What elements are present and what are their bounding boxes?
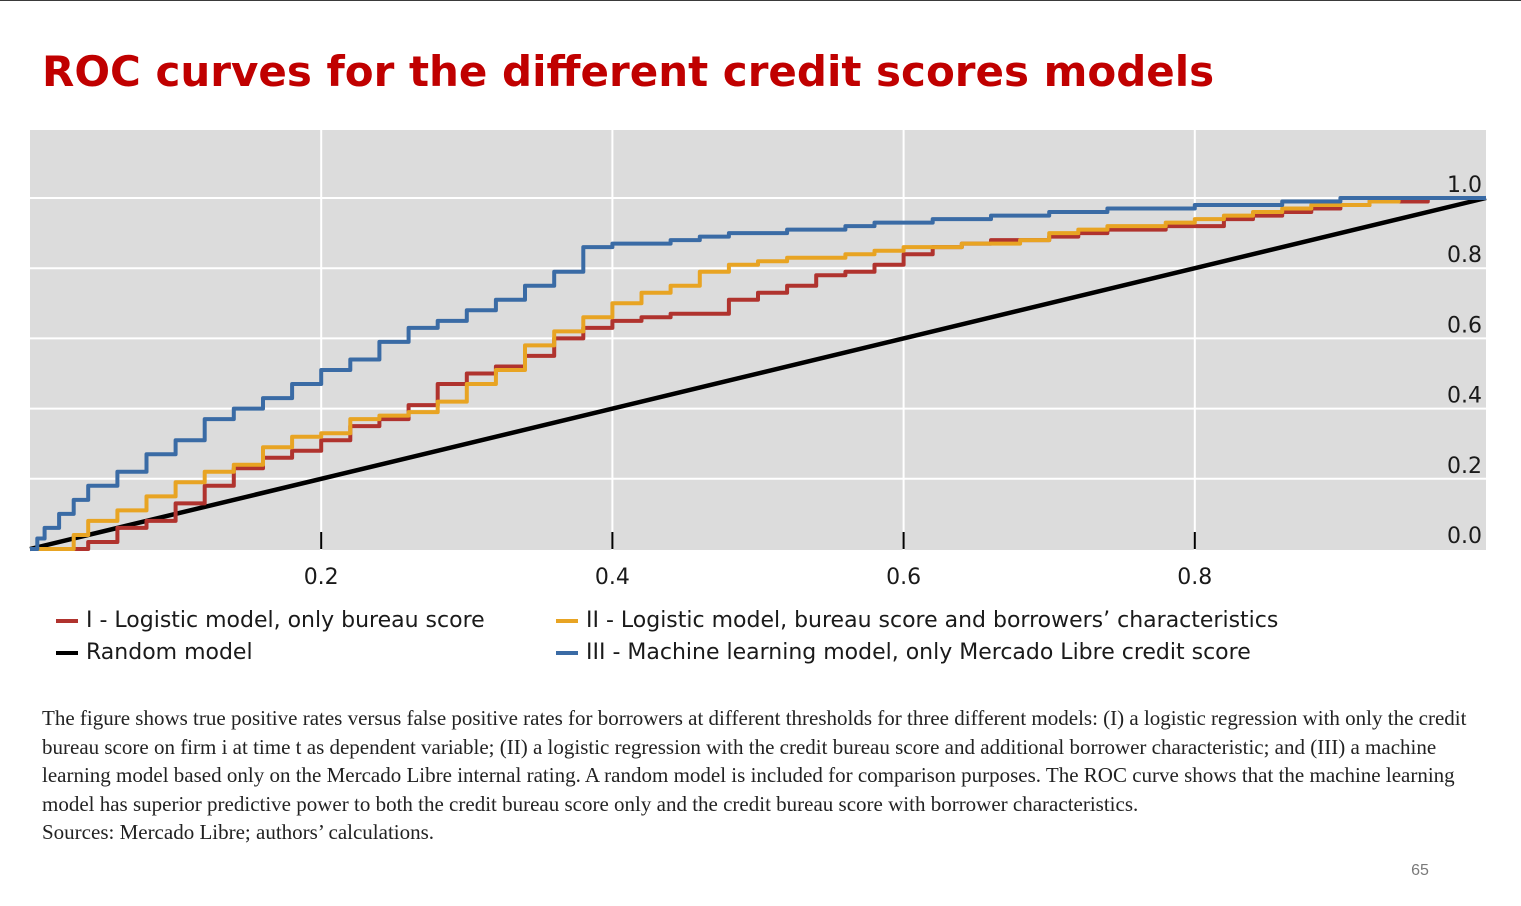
roc-chart: 0.0 0.2 0.4 0.6 0.8 1.0 0.2 0.4 0.6 0.8 <box>29 130 1487 590</box>
y-tick-label-4: 0.8 <box>1447 243 1482 268</box>
x-tick-label-2: 0.6 <box>886 565 921 590</box>
top-border <box>0 0 1521 1</box>
series-line-model-i <box>30 196 1486 551</box>
legend-label-model-ii: II - Logistic model, bureau score and bo… <box>586 608 1279 633</box>
plot-background <box>30 130 1486 550</box>
legend-item-random-model: Random model <box>56 637 253 669</box>
figure-caption: The figure shows true positive rates ver… <box>42 704 1482 847</box>
y-tick-label-2: 0.4 <box>1447 384 1482 409</box>
caption-sources: Sources: Mercado Libre; authors’ calcula… <box>42 820 435 845</box>
y-tick-label-0: 0.0 <box>1447 524 1482 549</box>
legend-label-model-iii: III - Machine learning model, only Merca… <box>586 640 1251 665</box>
legend-label-random-model: Random model <box>86 640 253 665</box>
legend-swatch-random-model <box>56 651 78 655</box>
y-tick-label-1: 0.2 <box>1447 454 1482 479</box>
legend-item-model-i: I - Logistic model, only bureau score <box>56 605 485 637</box>
series-lines <box>29 195 1487 552</box>
slide-title: ROC curves for the different credit scor… <box>42 47 1215 96</box>
legend-swatch-model-iii <box>556 651 578 655</box>
page-number: 65 <box>1411 862 1429 879</box>
axis-labels: 0.0 0.2 0.4 0.6 0.8 1.0 0.2 0.4 0.6 0.8 <box>304 173 1482 590</box>
caption-paragraph: The figure shows true positive rates ver… <box>42 706 1467 816</box>
x-tick-label-1: 0.4 <box>595 565 630 590</box>
legend-item-model-ii: II - Logistic model, bureau score and bo… <box>556 605 1278 637</box>
grid-lines <box>30 130 1486 550</box>
y-tick-label-5: 1.0 <box>1447 173 1482 198</box>
chart-legend: I - Logistic model, only bureau score II… <box>56 605 1356 669</box>
x-tick-label-0: 0.2 <box>304 565 339 590</box>
y-tick-label-3: 0.6 <box>1447 313 1482 338</box>
legend-label-model-i: I - Logistic model, only bureau score <box>86 608 485 633</box>
series-line-model-ii <box>30 196 1486 551</box>
legend-item-model-iii: III - Machine learning model, only Merca… <box>556 637 1251 669</box>
x-tick-label-3: 0.8 <box>1177 565 1212 590</box>
series-line-random-model <box>29 195 1487 552</box>
legend-swatch-model-i <box>56 619 78 623</box>
series-line-model-iii <box>30 196 1486 551</box>
legend-swatch-model-ii <box>556 619 578 623</box>
